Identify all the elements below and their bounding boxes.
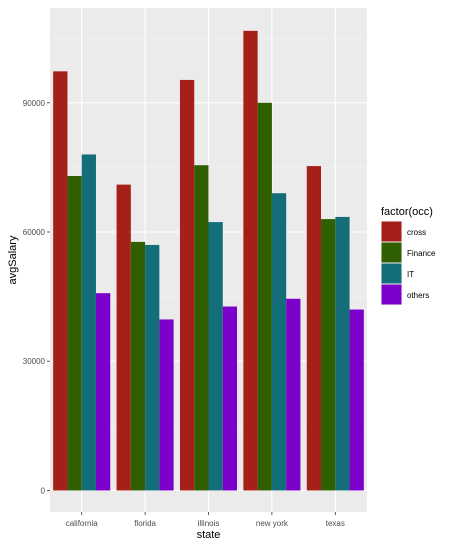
bar-finance-new-york	[257, 102, 272, 491]
x-tick-label: new york	[256, 519, 289, 528]
bar-finance-texas	[321, 219, 336, 491]
bar-others-new-york	[286, 298, 301, 491]
bar-others-texas	[349, 309, 364, 491]
legend: factor(occ) cross Finance IT others	[381, 206, 436, 305]
bar-cross-california	[53, 71, 68, 491]
legend-swatch	[381, 221, 402, 242]
bars	[53, 30, 364, 491]
y-axis-title: avgSalary	[7, 235, 19, 284]
legend-label: cross	[407, 228, 426, 237]
legend-label: others	[407, 291, 429, 300]
bar-finance-california	[67, 176, 82, 491]
legend-label: IT	[407, 270, 414, 279]
bar-others-florida	[159, 319, 174, 491]
x-tick-label: florida	[134, 519, 156, 528]
y-tick-label: 30000	[23, 357, 46, 366]
legend-swatch	[381, 284, 402, 305]
x-axis-title: state	[197, 529, 221, 541]
y-tick-label: 90000	[23, 99, 46, 108]
y-tick-label: 0	[41, 486, 46, 495]
bar-it-illinois	[208, 222, 223, 491]
x-axis: california florida illinois new york texas	[66, 512, 345, 528]
bar-it-california	[81, 154, 96, 491]
legend-title: factor(occ)	[381, 206, 433, 218]
bar-cross-illinois	[179, 79, 195, 491]
bar-others-illinois	[222, 306, 238, 491]
bar-it-florida	[145, 244, 160, 491]
bar-others-california	[95, 293, 111, 491]
bar-it-texas	[335, 216, 350, 491]
bar-cross-texas	[306, 166, 322, 491]
bar-finance-illinois	[194, 165, 209, 491]
bar-it-new-york	[271, 193, 287, 491]
y-tick-label: 60000	[23, 228, 46, 237]
y-axis: 0 30000 60000 90000	[23, 99, 50, 495]
legend-label: Finance	[407, 249, 436, 258]
x-tick-label: california	[66, 519, 99, 528]
legend-swatch	[381, 242, 402, 263]
x-tick-label: illinois	[198, 519, 220, 528]
x-tick-label: texas	[326, 519, 345, 528]
legend-swatch	[381, 263, 402, 284]
bar-finance-florida	[130, 241, 146, 491]
bar-cross-florida	[116, 184, 131, 491]
bar-cross-new-york	[243, 30, 258, 491]
